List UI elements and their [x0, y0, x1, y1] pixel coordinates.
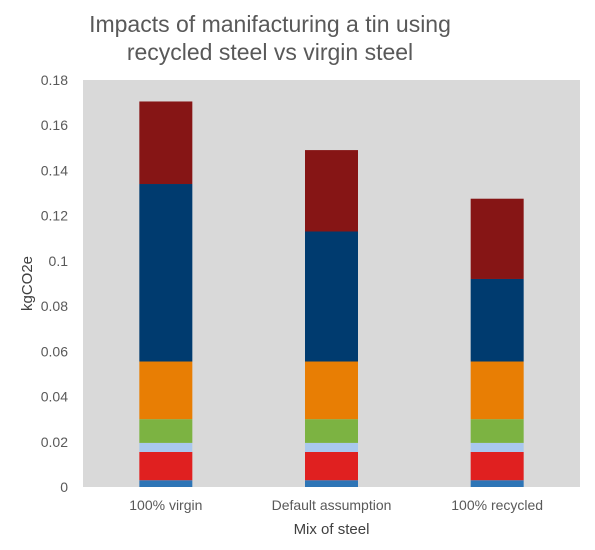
bar-segment [470, 480, 524, 487]
bar-stacks [139, 101, 524, 487]
bar-segment [305, 361, 358, 420]
y-axis-ticks: 0 0.02 0.04 0.06 0.08 0.1 0.12 0.14 0.16 0.18 [41, 72, 68, 495]
bar-segment [139, 451, 193, 481]
bar-segment [305, 442, 358, 452]
bar-segment [139, 419, 193, 443]
bar-segment [305, 419, 358, 443]
bar-segment [139, 361, 193, 420]
bar-stack [305, 150, 358, 487]
y-tick-label: 0.18 [41, 72, 68, 88]
bar-segment [139, 101, 193, 185]
x-tick-label: 100% recycled [451, 497, 543, 513]
bar-segment [470, 198, 524, 279]
chart-title-line-1: Impacts of manifacturing a tin using [89, 11, 451, 37]
y-tick-label: 0.02 [41, 434, 68, 450]
bar-segment [470, 361, 524, 420]
bar-segment [305, 451, 358, 481]
y-axis-title: kgCO2e [19, 256, 36, 311]
x-axis-ticks: 100% virgin Default assumption 100% recycl… [129, 497, 543, 513]
bar-segment [470, 442, 524, 452]
bar-segment [139, 442, 193, 452]
y-tick-label: 0 [60, 479, 68, 495]
bar-segment [470, 278, 524, 362]
bar-segment [305, 480, 358, 487]
bar-segment [305, 150, 358, 232]
x-tick-label: Default assumption [272, 497, 392, 513]
chart-title-line-2: recycled steel vs virgin steel [126, 39, 414, 65]
chart-title: Impacts of manifacturing a tin using rec… [0, 10, 540, 66]
y-tick-label: 0.16 [41, 117, 68, 133]
y-tick-label: 0.14 [41, 162, 68, 178]
x-axis-title: Mix of steel [294, 521, 370, 538]
bar-stack [470, 198, 524, 487]
bar-segment [305, 231, 358, 362]
y-tick-label: 0.06 [41, 343, 68, 359]
bar-segment [139, 184, 193, 362]
bar-stack [139, 101, 193, 487]
y-tick-label: 0.04 [41, 389, 68, 405]
bar-segment [470, 451, 524, 481]
y-tick-label: 0.08 [41, 298, 68, 314]
bar-segment [139, 480, 193, 487]
y-tick-label: 0.1 [49, 253, 69, 269]
x-tick-label: 100% virgin [129, 497, 202, 513]
bar-segment [470, 419, 524, 443]
y-tick-label: 0.12 [41, 208, 68, 224]
